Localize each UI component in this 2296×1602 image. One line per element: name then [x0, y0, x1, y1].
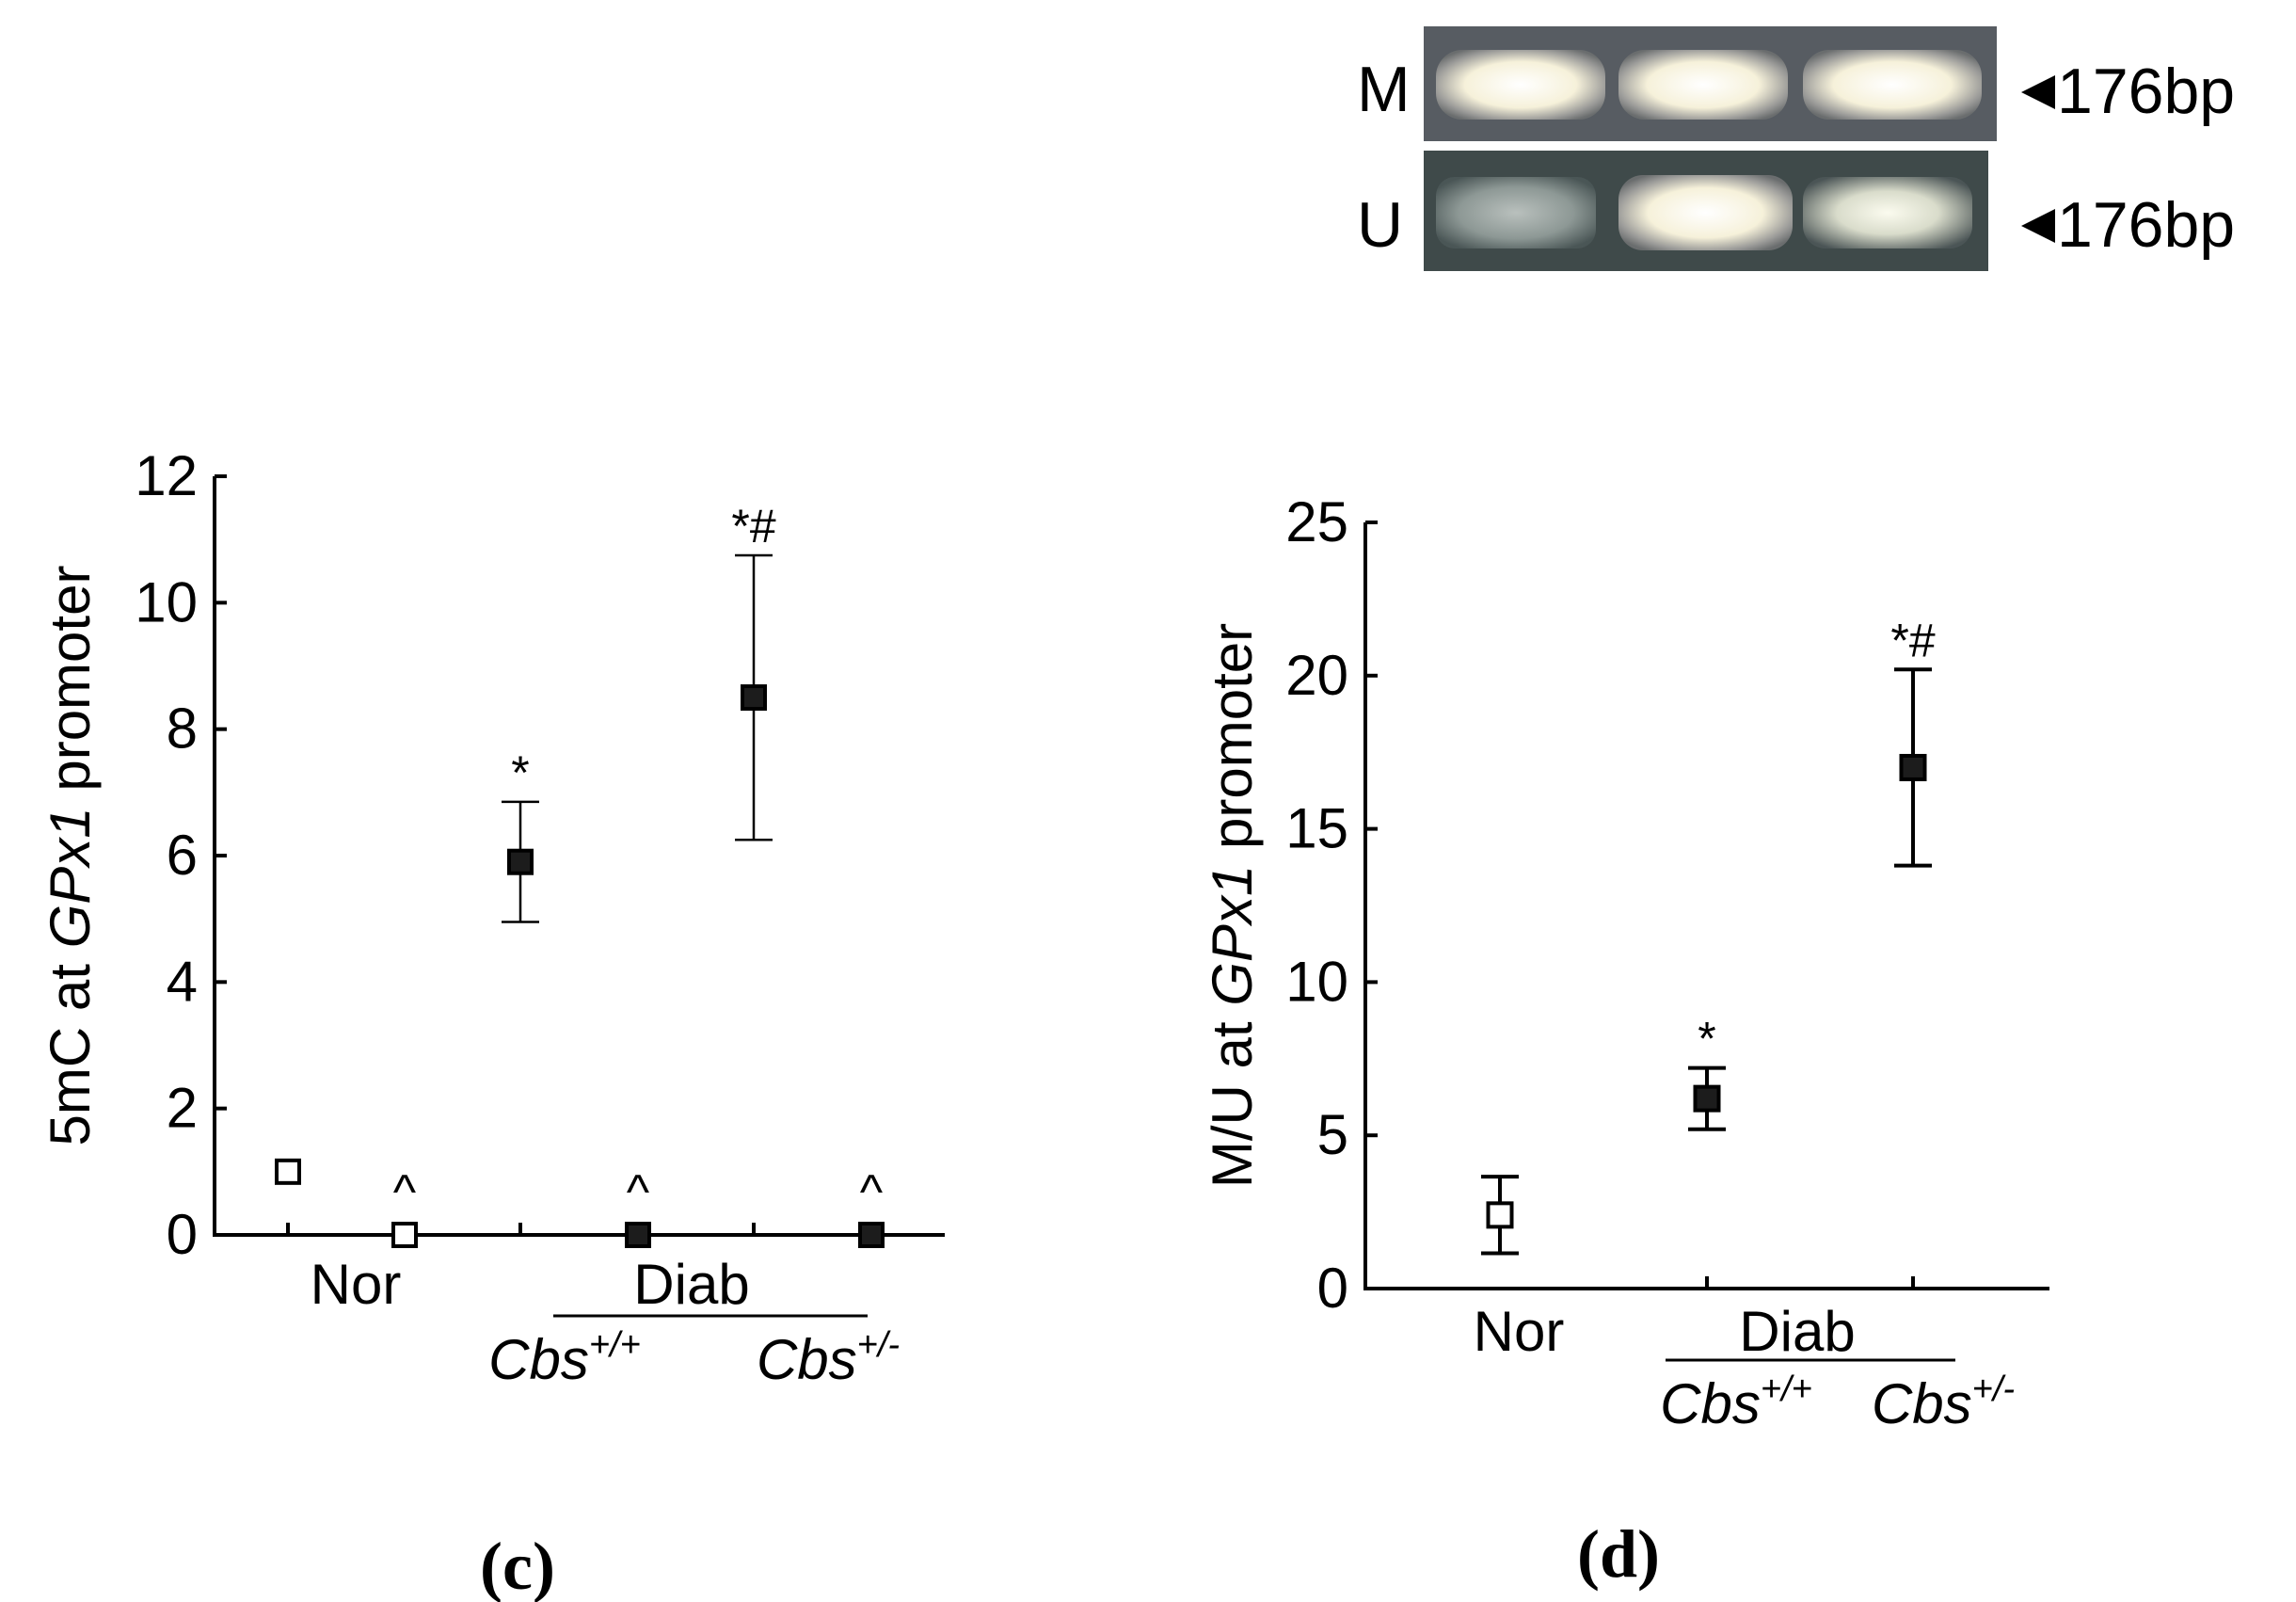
gel-band-m-3: [1803, 50, 1982, 120]
significance-mark: ^: [393, 1165, 417, 1220]
chart-c: 0 2 4 6 8 10 12 5mC at GPx1 promoter ^ * ^ *# ^ Nor Di…: [39, 444, 945, 1391]
y-tick-label: 25: [1285, 490, 1348, 553]
gel-band-u-3: [1803, 177, 1972, 248]
data-point: [275, 1158, 301, 1185]
gel-band-m-1: [1436, 50, 1605, 120]
y-tick-label: 6: [167, 824, 198, 887]
group-label-nor: Nor: [1474, 1300, 1565, 1363]
y-tick-label: 12: [135, 444, 198, 507]
group-label-diab: Diab: [1739, 1300, 1855, 1363]
panel-label-c: (c): [480, 1529, 555, 1602]
data-point: [741, 684, 767, 712]
panel-label-d: (d): [1577, 1516, 1660, 1592]
y-tick-label: 0: [167, 1203, 198, 1266]
group-label-nor: Nor: [311, 1253, 402, 1316]
y-tick-label: 2: [167, 1077, 198, 1140]
gel-row-u-label: U: [1357, 189, 1403, 261]
y-tick-label: 4: [167, 950, 198, 1013]
data-point: [1693, 1084, 1721, 1113]
data-point: [1899, 753, 1927, 781]
y-tick-label: 10: [135, 570, 198, 633]
chart-d: 0 5 10 15 20 25 M/U at GPx1 promoter * *# Nor Diab…: [1201, 490, 2049, 1435]
gel-band-u-2: [1618, 175, 1793, 250]
gel-row-m-label: M: [1357, 54, 1411, 125]
y-tick-label: 8: [167, 697, 198, 761]
y-tick-label: 0: [1317, 1257, 1348, 1320]
data-point: [507, 848, 534, 875]
data-point: [858, 1222, 885, 1248]
significance-mark: *#: [731, 500, 775, 553]
group-label-cbs-het: Cbs+/-: [1872, 1370, 2015, 1435]
gel-band-m-2: [1618, 50, 1788, 120]
significance-mark: ^: [627, 1165, 650, 1220]
significance-mark: *: [1698, 1013, 1715, 1065]
significance-mark: ^: [860, 1165, 884, 1220]
data-point: [1486, 1201, 1514, 1229]
group-label-cbs-wt: Cbs+/+: [1660, 1370, 1812, 1435]
gel-row-m-marker: 176bp: [2057, 56, 2235, 127]
group-label-cbs-wt: Cbs+/+: [488, 1325, 641, 1391]
group-label-diab: Diab: [633, 1253, 749, 1316]
gel-image: M U 176bp 176bp: [1357, 26, 2235, 271]
data-point: [625, 1222, 651, 1248]
significance-mark: *#: [1890, 614, 1935, 666]
arrow-left-icon: [2021, 75, 2055, 109]
significance-mark: *: [511, 746, 529, 799]
gel-row-u-marker: 176bp: [2057, 189, 2235, 261]
group-label-cbs-het: Cbs+/-: [757, 1325, 900, 1391]
y-tick-label: 20: [1285, 644, 1348, 707]
y-axis-label: 5mC at GPx1 promoter: [39, 566, 102, 1146]
y-tick-label: 15: [1285, 797, 1348, 860]
arrow-left-icon: [2021, 209, 2055, 243]
y-tick-label: 5: [1317, 1103, 1348, 1166]
y-axis-label: M/U at GPx1 promoter: [1201, 623, 1264, 1188]
gel-band-u-1: [1436, 177, 1596, 248]
y-tick-label: 10: [1285, 950, 1348, 1013]
data-point: [391, 1222, 418, 1248]
